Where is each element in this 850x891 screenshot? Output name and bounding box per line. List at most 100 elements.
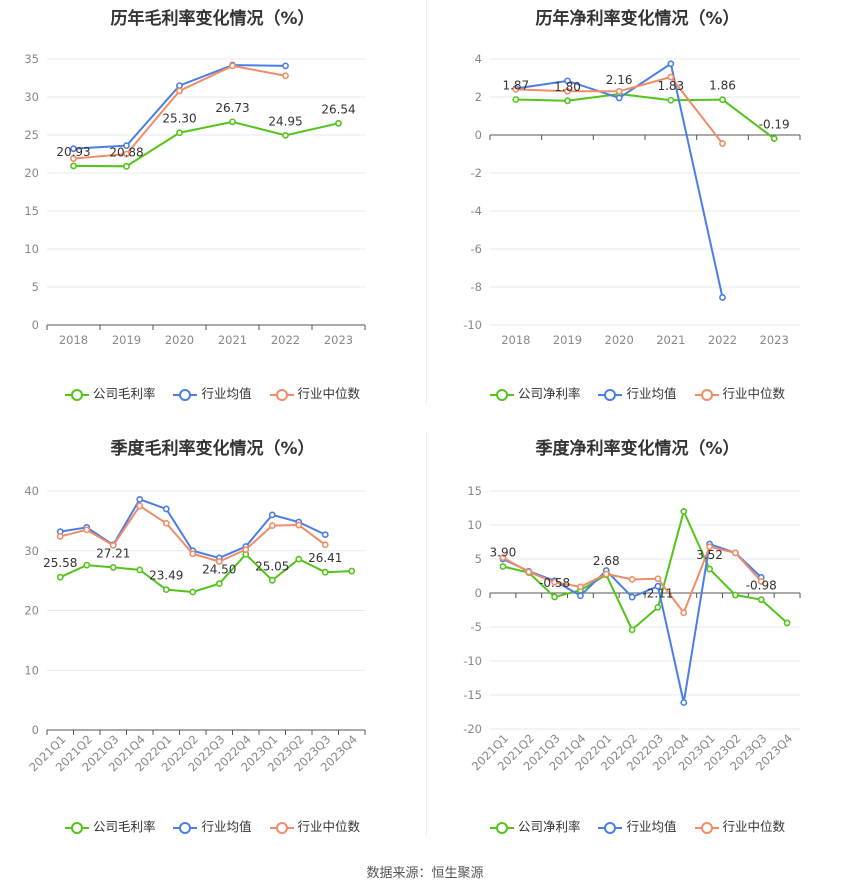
data-point bbox=[680, 699, 688, 706]
data-point bbox=[70, 155, 77, 162]
data-label: 1.83 bbox=[657, 79, 684, 93]
legend-item[interactable]: 行业均值 bbox=[173, 383, 252, 402]
chart-svg: -10 -8 -6 -4 -2 0 2 4 2018 2019 2020 2021 2022 2023 1.… bbox=[463, 52, 801, 347]
legend-marker-icon bbox=[64, 821, 89, 834]
data-point bbox=[615, 87, 623, 95]
y-tick-label: 10 bbox=[24, 242, 39, 256]
data-point bbox=[732, 591, 739, 599]
chart-panel-annual-gross: 历年毛利率变化情况（%） 0 5 10 15 20 25 30 35 2018 2019 2020 2… bbox=[0, 0, 425, 430]
data-point bbox=[136, 566, 144, 574]
y-tick-label: 4 bbox=[475, 52, 482, 66]
legend-item[interactable]: 行业中位数 bbox=[694, 816, 786, 835]
chart-svg: 0102030402021Q12021Q22021Q32021Q42022Q12… bbox=[24, 484, 366, 774]
x-tick-label: 2020 bbox=[605, 333, 634, 347]
x-tick-label: 2019 bbox=[553, 333, 582, 347]
legend-marker-icon bbox=[173, 388, 198, 401]
legend-marker-icon bbox=[598, 821, 623, 834]
y-tick-label: -5 bbox=[471, 620, 482, 634]
data-point bbox=[732, 549, 739, 557]
data-point bbox=[628, 593, 636, 601]
legend-item[interactable]: 公司净利率 bbox=[489, 816, 580, 835]
y-tick-label: 2 bbox=[475, 90, 482, 104]
data-point bbox=[176, 87, 183, 95]
x-tick-label: 2019 bbox=[112, 333, 141, 347]
y-tick-label: -20 bbox=[463, 722, 482, 736]
legend-marker-icon bbox=[173, 821, 198, 834]
legend-dot bbox=[179, 388, 192, 401]
data-point bbox=[654, 575, 662, 583]
data-point bbox=[162, 505, 170, 513]
data-point bbox=[282, 131, 289, 139]
legend-dot bbox=[604, 388, 617, 401]
data-point bbox=[577, 583, 584, 591]
data-point bbox=[770, 135, 778, 143]
data-point bbox=[295, 555, 303, 563]
data-label: 20.93 bbox=[56, 145, 90, 159]
series-line bbox=[515, 92, 775, 140]
series-line bbox=[515, 75, 724, 145]
data-label: 24.95 bbox=[268, 114, 302, 128]
data-point bbox=[512, 96, 520, 103]
data-point bbox=[123, 142, 130, 150]
panel-divider-vertical bbox=[426, 0, 427, 405]
data-point bbox=[680, 609, 688, 617]
y-tick-label: 0 bbox=[475, 128, 482, 142]
data-point bbox=[83, 526, 91, 534]
chart-legend: 公司毛利率 行业均值 行业中位数 bbox=[0, 816, 425, 835]
data-point bbox=[757, 578, 765, 585]
chart-panel-quarter-gross: 季度毛利率变化情况（%） 0 10 20 30 40 2021Q1 2021Q2 2021Q3… bbox=[0, 430, 425, 860]
legend-label: 行业中位数 bbox=[722, 819, 786, 834]
legend-item[interactable]: 公司毛利率 bbox=[64, 383, 155, 402]
y-tick-label: 0 bbox=[32, 318, 39, 332]
data-point bbox=[719, 140, 726, 147]
chart-title: 历年净利率变化情况（%） bbox=[535, 9, 740, 29]
legend-item[interactable]: 行业中位数 bbox=[269, 383, 360, 402]
data-label: 25.58 bbox=[43, 556, 77, 570]
legend-dot bbox=[495, 388, 508, 401]
y-tick-label: 30 bbox=[24, 544, 39, 558]
data-label: 26.54 bbox=[321, 102, 355, 116]
data-point bbox=[667, 73, 675, 81]
data-point bbox=[268, 511, 276, 519]
legend-item[interactable]: 行业均值 bbox=[173, 816, 252, 835]
chart-title: 历年毛利率变化情况（%） bbox=[110, 9, 315, 29]
chart-svg: -20-15-10-50510152021Q12021Q22021Q32021Q… bbox=[463, 484, 801, 773]
x-tick-label: 2023 bbox=[324, 333, 353, 347]
data-label: -0.19 bbox=[759, 118, 790, 132]
x-tick-label: 2022 bbox=[708, 333, 737, 347]
data-point bbox=[680, 508, 688, 515]
x-tick-label: 2021 bbox=[218, 333, 247, 347]
legend-item[interactable]: 行业均值 bbox=[598, 383, 677, 402]
legend-label: 行业中位数 bbox=[722, 386, 786, 401]
legend-item[interactable]: 公司毛利率 bbox=[64, 816, 155, 835]
data-point bbox=[719, 294, 726, 301]
legend-label: 行业均值 bbox=[626, 819, 677, 834]
data-point bbox=[577, 592, 584, 600]
legend-dot bbox=[604, 821, 617, 834]
data-point bbox=[215, 580, 223, 588]
legend-item[interactable]: 行业中位数 bbox=[269, 816, 360, 835]
y-tick-label: 25 bbox=[24, 128, 39, 142]
data-label: 1.80 bbox=[554, 80, 581, 94]
y-tick-label: -2 bbox=[471, 166, 482, 180]
data-point bbox=[321, 531, 329, 539]
legend-item[interactable]: 公司净利率 bbox=[489, 383, 580, 402]
data-label: 23.49 bbox=[149, 569, 183, 583]
data-point bbox=[564, 77, 571, 85]
data-point bbox=[499, 563, 507, 570]
data-label: 1.86 bbox=[709, 79, 736, 93]
data-point bbox=[321, 568, 329, 576]
data-point bbox=[348, 567, 356, 575]
legend-item[interactable]: 行业均值 bbox=[598, 816, 677, 835]
legend-dot bbox=[700, 821, 713, 834]
legend-marker-icon bbox=[489, 821, 514, 834]
y-tick-label: -6 bbox=[471, 242, 482, 256]
data-point bbox=[189, 588, 197, 596]
y-tick-label: 0 bbox=[475, 586, 482, 600]
data-point bbox=[215, 558, 223, 565]
y-tick-label: 10 bbox=[24, 663, 39, 677]
legend-item[interactable]: 行业中位数 bbox=[694, 383, 786, 402]
data-point bbox=[229, 62, 236, 70]
y-tick-label: 10 bbox=[467, 518, 482, 532]
data-point bbox=[615, 94, 623, 102]
